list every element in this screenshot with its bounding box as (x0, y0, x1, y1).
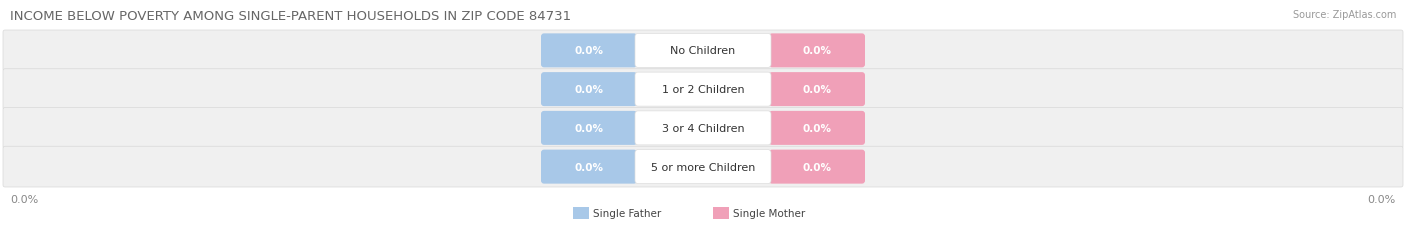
Text: 0.0%: 0.0% (575, 85, 603, 95)
FancyBboxPatch shape (541, 34, 637, 68)
FancyBboxPatch shape (636, 111, 770, 145)
Text: Single Father: Single Father (593, 208, 661, 218)
FancyBboxPatch shape (769, 73, 865, 107)
Text: 3 or 4 Children: 3 or 4 Children (662, 123, 744, 133)
FancyBboxPatch shape (3, 147, 1403, 187)
FancyBboxPatch shape (769, 111, 865, 145)
Text: 0.0%: 0.0% (575, 46, 603, 56)
Text: 0.0%: 0.0% (803, 46, 831, 56)
FancyBboxPatch shape (541, 73, 637, 107)
FancyBboxPatch shape (636, 73, 770, 107)
Text: 0.0%: 0.0% (803, 162, 831, 172)
Text: 0.0%: 0.0% (1368, 194, 1396, 204)
Text: 0.0%: 0.0% (10, 194, 38, 204)
FancyBboxPatch shape (541, 150, 637, 184)
Text: INCOME BELOW POVERTY AMONG SINGLE-PARENT HOUSEHOLDS IN ZIP CODE 84731: INCOME BELOW POVERTY AMONG SINGLE-PARENT… (10, 10, 571, 23)
Text: Single Mother: Single Mother (733, 208, 806, 218)
FancyBboxPatch shape (574, 207, 589, 219)
FancyBboxPatch shape (636, 34, 770, 68)
FancyBboxPatch shape (3, 70, 1403, 110)
Text: 1 or 2 Children: 1 or 2 Children (662, 85, 744, 95)
Text: No Children: No Children (671, 46, 735, 56)
Text: 0.0%: 0.0% (803, 123, 831, 133)
FancyBboxPatch shape (636, 150, 770, 184)
Text: 0.0%: 0.0% (575, 162, 603, 172)
Text: 0.0%: 0.0% (803, 85, 831, 95)
FancyBboxPatch shape (3, 31, 1403, 71)
Text: 0.0%: 0.0% (575, 123, 603, 133)
FancyBboxPatch shape (713, 207, 728, 219)
Text: 5 or more Children: 5 or more Children (651, 162, 755, 172)
FancyBboxPatch shape (769, 150, 865, 184)
FancyBboxPatch shape (3, 108, 1403, 149)
Text: Source: ZipAtlas.com: Source: ZipAtlas.com (1292, 10, 1396, 20)
FancyBboxPatch shape (541, 111, 637, 145)
FancyBboxPatch shape (769, 34, 865, 68)
